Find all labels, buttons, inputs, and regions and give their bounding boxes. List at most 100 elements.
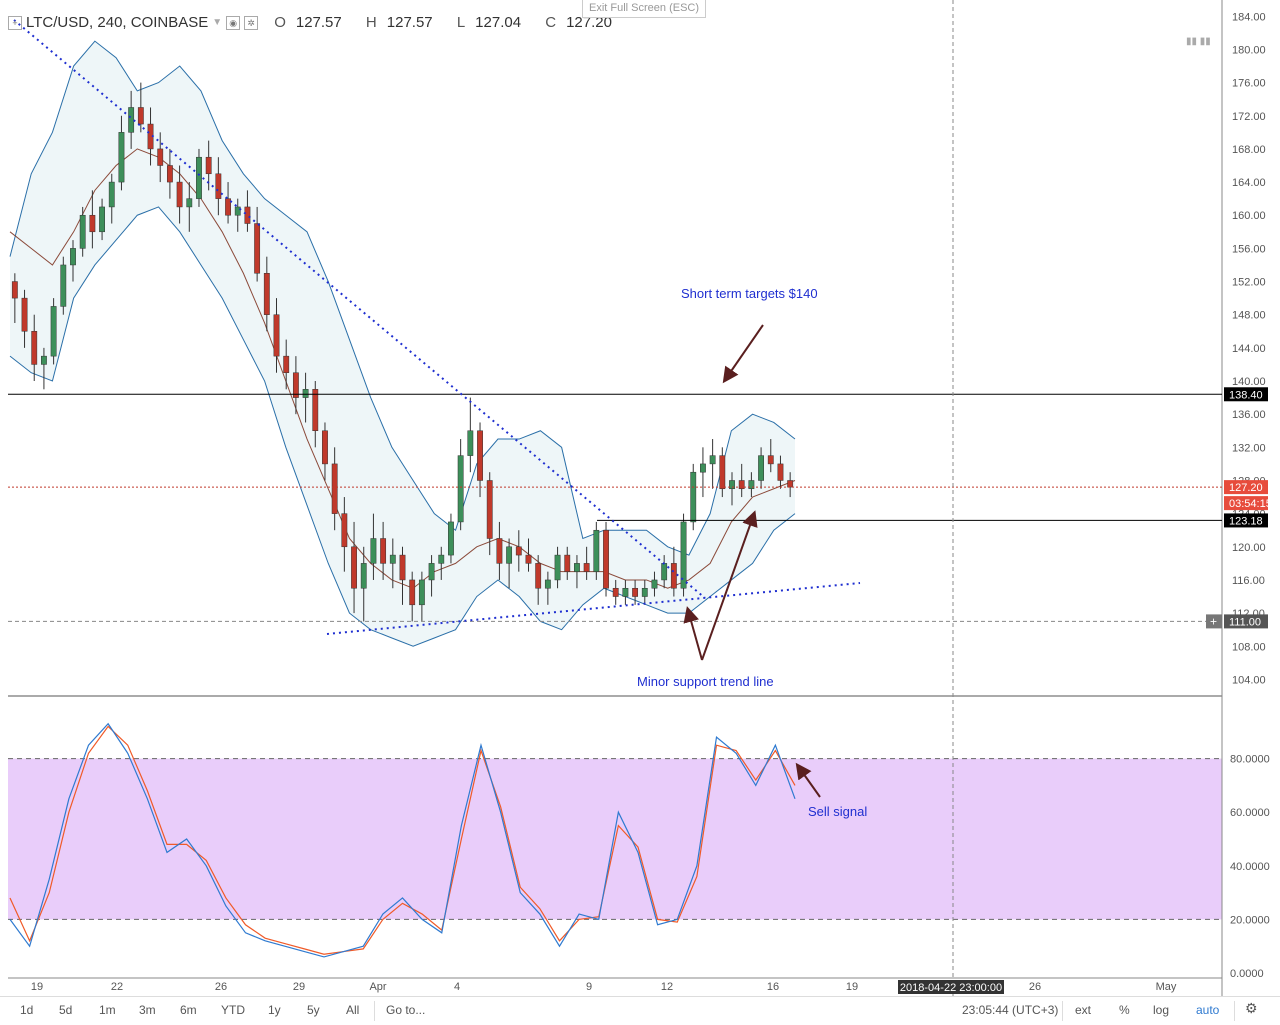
clock-label[interactable]: 23:05:44 (UTC+3) <box>962 1003 1059 1017</box>
symbol-label[interactable]: LTC/USD, 240, COINBASE <box>26 14 209 31</box>
range-6m[interactable]: 6m <box>180 1003 197 1017</box>
price-tick-label: 156.00 <box>1232 243 1266 255</box>
range-1d[interactable]: 1d <box>20 1003 34 1017</box>
stoch-k-line <box>9 722 796 958</box>
chart-settings-icon[interactable]: + <box>8 15 22 30</box>
exit-fullscreen-button[interactable]: Exit Full Screen (ESC) <box>582 0 706 18</box>
time-tick-label: 9 <box>586 981 592 993</box>
candle-body <box>225 198 231 216</box>
price-tick-label: 152.00 <box>1232 277 1266 289</box>
candle-body <box>244 206 251 224</box>
candle-body <box>273 314 280 357</box>
candle-body <box>690 471 697 523</box>
candle <box>283 339 290 390</box>
range-1y[interactable]: 1y <box>268 1003 281 1017</box>
candle-body <box>254 223 261 274</box>
open-value: 127.57 <box>295 14 342 31</box>
time-tick-label: Apr <box>369 981 386 993</box>
price-tick-label: 140.00 <box>1232 376 1266 388</box>
candle-body <box>670 563 677 589</box>
chart-canvas[interactable]: 184.00180.00176.00172.00168.00164.00160.… <box>0 0 1280 996</box>
candle-body <box>719 455 726 490</box>
range-ytd[interactable]: YTD <box>221 1003 245 1017</box>
gear-icon[interactable]: ⚙ <box>1245 1000 1258 1016</box>
candle <box>302 372 309 423</box>
candle <box>719 447 726 498</box>
candle-body <box>79 214 86 249</box>
candle <box>777 455 784 489</box>
candle-body <box>787 480 794 488</box>
candle <box>670 546 677 597</box>
candle-body <box>651 579 658 589</box>
candles <box>11 82 794 622</box>
candle-body <box>99 206 105 233</box>
log-toggle[interactable]: log <box>1153 1003 1170 1017</box>
plus-icon: + <box>1210 614 1217 628</box>
candle <box>254 206 261 282</box>
bottom-toolbar: 1d 5d 1m 3m 6m YTD 1y 5y All Go to... 23… <box>0 996 1280 1025</box>
candle <box>157 132 164 183</box>
range-all[interactable]: All <box>346 1003 360 1017</box>
time-axis: 19 22 26 29 Apr 4 9 12 16 19 26 May 2018-04-22 23:00… <box>31 980 1177 994</box>
range-5d[interactable]: 5d <box>59 1003 73 1017</box>
candle <box>457 439 464 531</box>
goto-button[interactable]: Go to... <box>386 1003 426 1017</box>
candle <box>70 240 76 282</box>
price-tick-label: 136.00 <box>1232 409 1266 421</box>
candle <box>351 521 357 614</box>
price-tick-label: 168.00 <box>1232 144 1266 156</box>
candle <box>535 555 542 605</box>
time-tick-label: 22 <box>111 981 123 993</box>
candle <box>496 521 503 580</box>
price-tick-label: 176.00 <box>1232 78 1266 90</box>
bollinger-lower <box>9 206 796 647</box>
price-tick-label: 116.00 <box>1232 575 1265 587</box>
candle-body <box>680 521 687 589</box>
candle <box>263 256 270 332</box>
candle <box>31 314 38 382</box>
annotation-short-term: Short term targets $140 <box>681 286 818 301</box>
chevron-down-icon[interactable]: ▼ <box>212 17 223 28</box>
candle-body <box>263 273 270 315</box>
candle <box>700 447 706 498</box>
candle <box>399 546 406 605</box>
candle-body <box>389 554 396 564</box>
candle-body <box>341 513 348 548</box>
range-5y[interactable]: 5y <box>307 1003 320 1017</box>
stochastic-panel <box>8 722 1222 958</box>
ext-toggle[interactable]: ext <box>1075 1003 1092 1017</box>
candle-body <box>60 264 67 307</box>
gear-icon[interactable]: ✲ <box>244 15 259 30</box>
candle-body <box>418 579 425 606</box>
candle <box>486 472 493 556</box>
candle-body <box>709 455 716 465</box>
support-arrow-left <box>683 606 703 661</box>
time-tick-label: 4 <box>454 981 460 993</box>
range-3m[interactable]: 3m <box>139 1003 156 1017</box>
candle-body <box>322 430 328 465</box>
price-tick-label: 160.00 <box>1232 210 1266 222</box>
support-label-bg <box>1224 513 1268 528</box>
candle <box>729 472 735 506</box>
range-1m[interactable]: 1m <box>99 1003 116 1017</box>
price-tick-label: 180.00 <box>1232 44 1266 56</box>
time-tick-label: May <box>1156 981 1177 993</box>
price-tick-label: 172.00 <box>1232 111 1266 123</box>
current-price-label: 127.20 <box>1229 482 1263 494</box>
candle-body <box>176 181 183 208</box>
layout-controls[interactable]: ▮▮ ▮▮ <box>1186 36 1211 47</box>
auto-toggle[interactable]: auto <box>1196 1003 1220 1017</box>
candle <box>515 530 522 572</box>
candle <box>118 115 125 191</box>
eye-icon[interactable]: ◉ <box>226 15 241 30</box>
candle-body <box>21 297 28 332</box>
candle <box>622 579 629 605</box>
candle-body <box>196 156 202 199</box>
candle-body <box>486 480 493 539</box>
candle-body <box>428 563 435 581</box>
time-tick-label: 26 <box>1029 981 1041 993</box>
candle-body <box>632 587 639 597</box>
crosshair-time-bg <box>898 980 1004 994</box>
candle-body <box>11 281 18 299</box>
percent-toggle[interactable]: % <box>1119 1003 1130 1017</box>
